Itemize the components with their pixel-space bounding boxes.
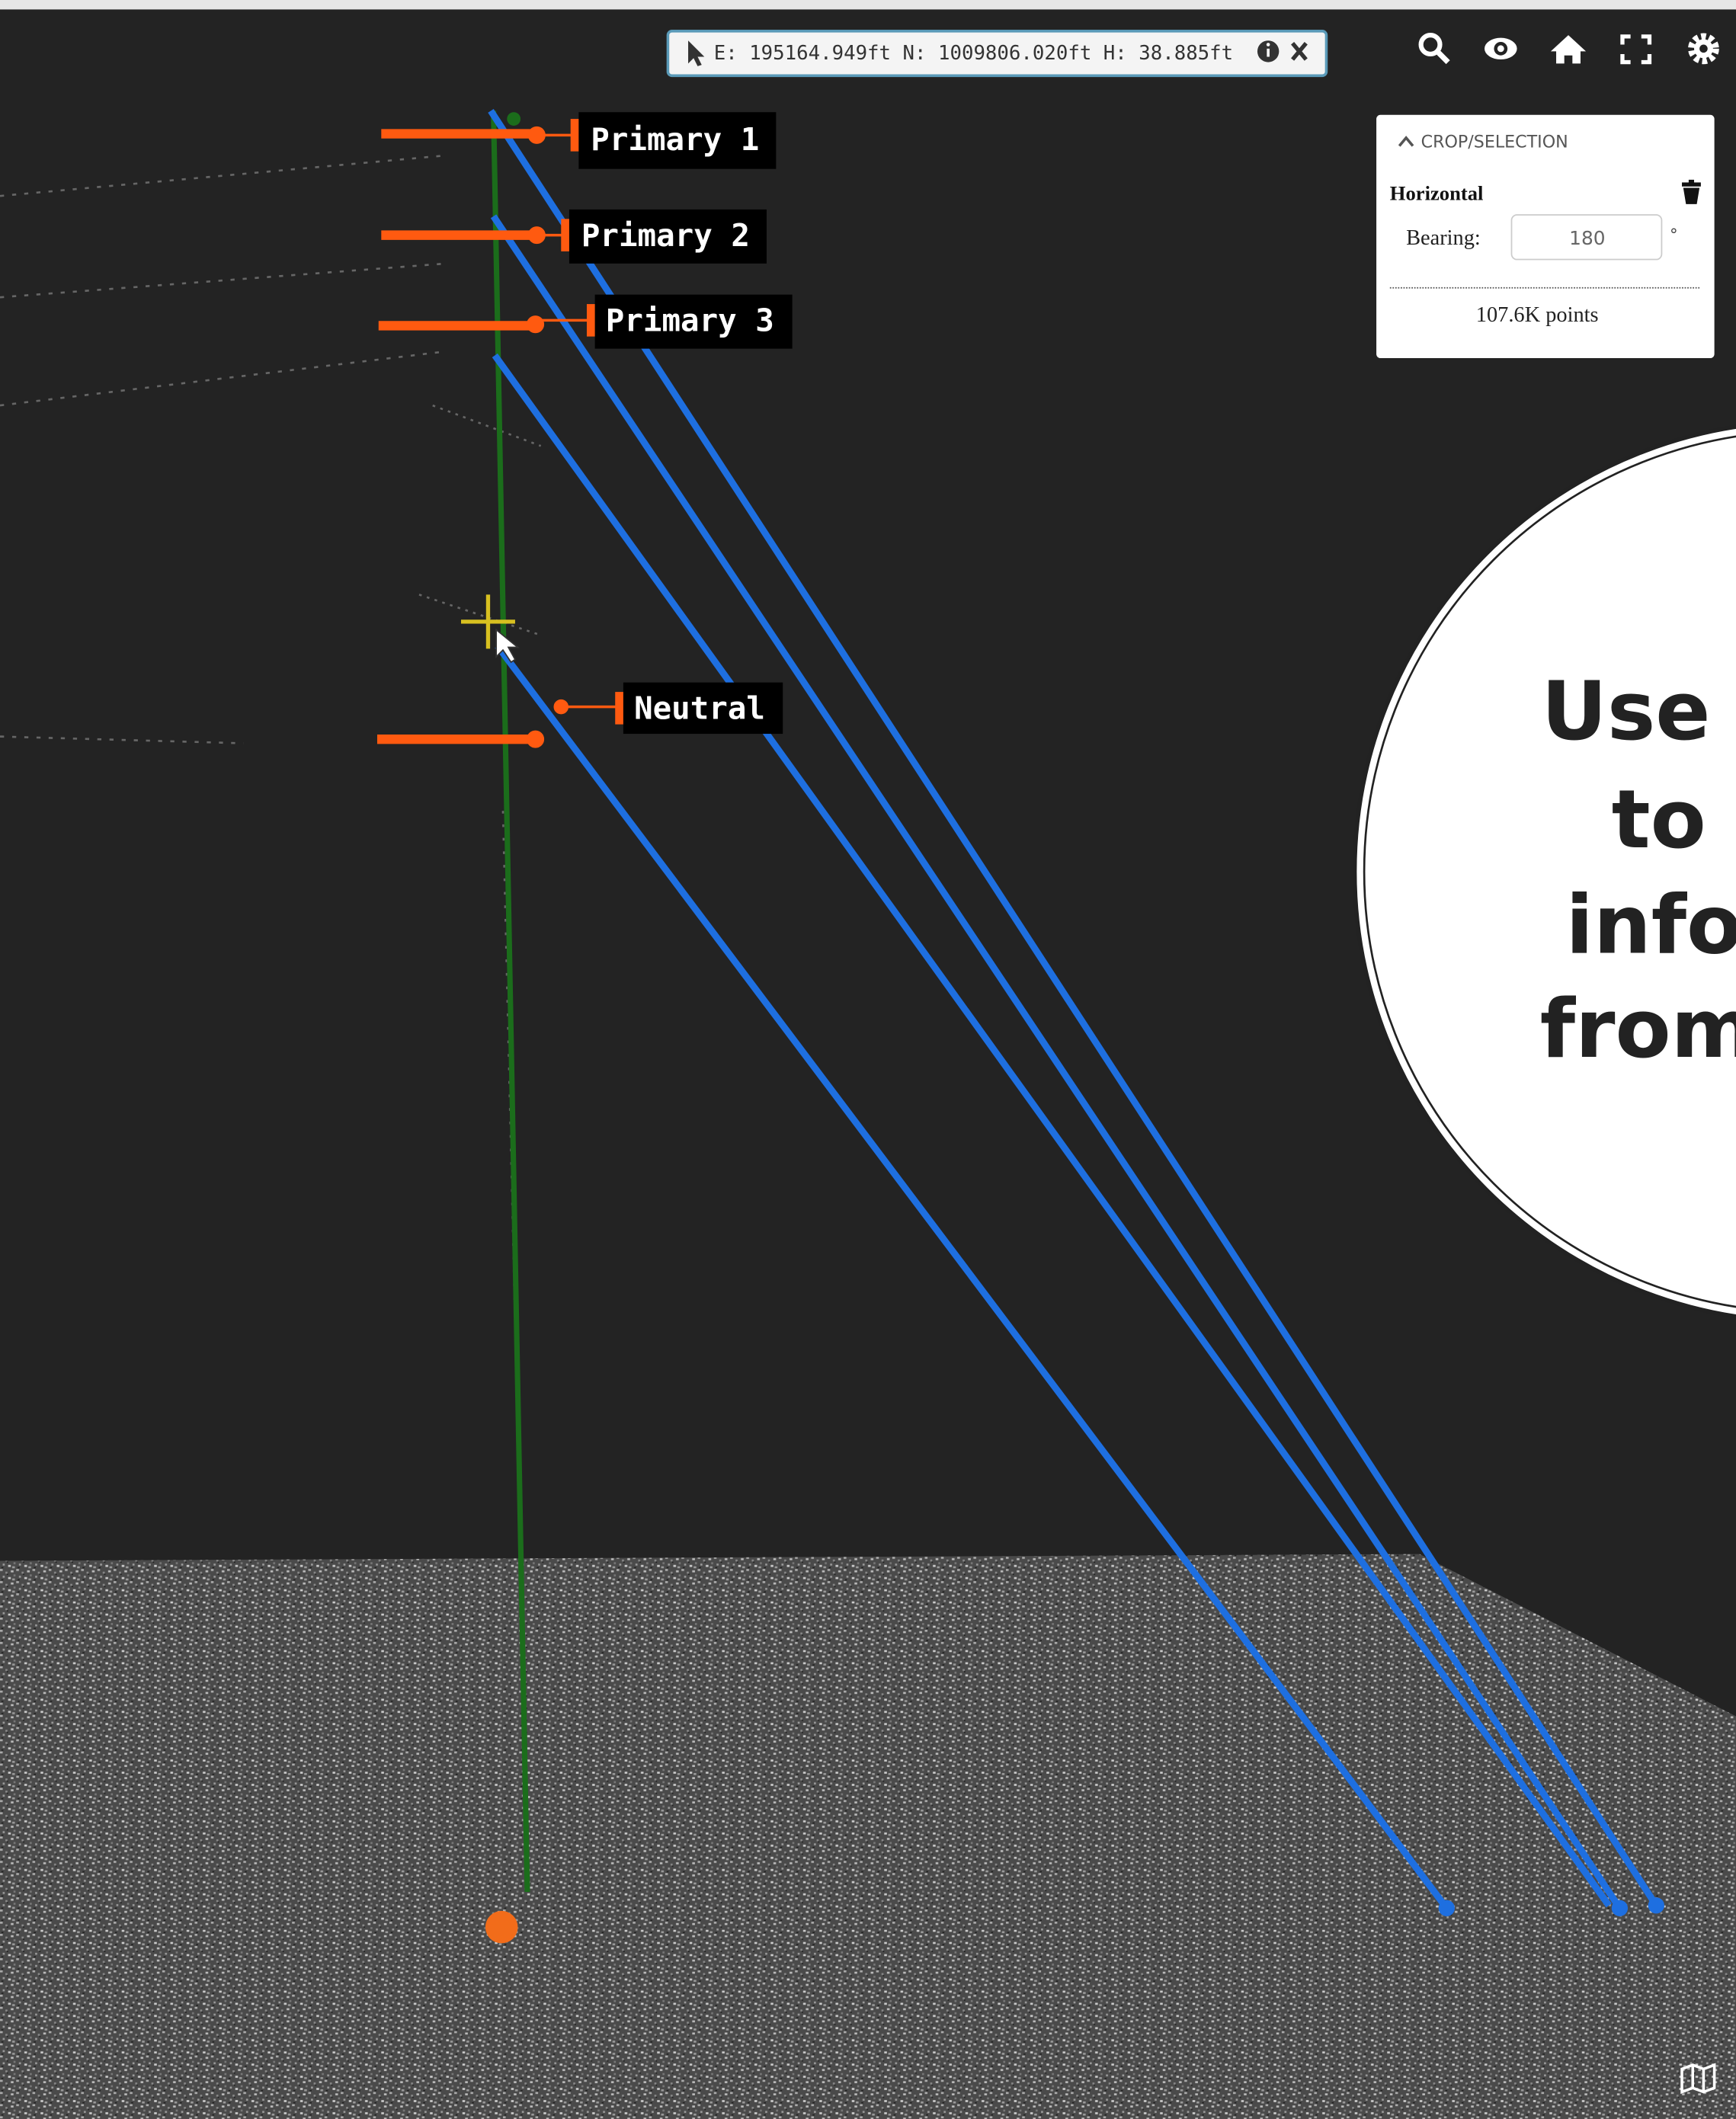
callout-line: from <box>1540 982 1736 1077</box>
mode: Horizontal <box>1390 181 1484 204</box>
panel-title: CROP/SELECTION <box>1421 132 1568 152</box>
bearing-value: 180 <box>1569 227 1605 249</box>
bearing-input[interactable] <box>1510 214 1663 261</box>
bearing-label: Bearing: <box>1406 226 1481 250</box>
pole-top <box>507 112 521 126</box>
faint-points <box>0 154 542 1554</box>
delete-button[interactable] <box>1682 179 1701 204</box>
coordinates: E: 195164.949ft N: 1009806.020ft H: 38.8… <box>714 42 1233 65</box>
top-edge <box>0 0 1736 10</box>
cursor <box>460 594 520 664</box>
wire-label: Primary 1 <box>591 121 759 158</box>
pole-base <box>485 1910 518 1944</box>
pole <box>491 110 530 1893</box>
visibility-button[interactable] <box>1485 37 1517 60</box>
callout: Use a to e infor from <box>1353 424 1736 1319</box>
callout-line: to e <box>1612 773 1736 867</box>
wire-label: Neutral <box>634 690 765 727</box>
point-count: 107.6K points <box>1476 303 1599 327</box>
collapse-toggle[interactable] <box>1398 136 1414 147</box>
search-button[interactable] <box>1418 33 1450 65</box>
callout-line: infor <box>1565 878 1736 972</box>
callout-line: Use a <box>1542 664 1736 759</box>
wire-labels: Primary 1 Primary 2 Primary 3 Neutral <box>569 112 793 735</box>
fullscreen-button[interactable] <box>1620 34 1652 65</box>
wires <box>488 109 1664 1916</box>
map-button[interactable] <box>1680 2063 1716 2095</box>
toolbar <box>1418 33 1719 65</box>
crop-panel: CROP/SELECTION Horizontal Bearing: 180 °… <box>1376 114 1715 359</box>
ground-point-cloud <box>0 1554 1736 2119</box>
coordinate-bar[interactable]: E: 195164.949ft N: 1009806.020ft H: 38.8… <box>666 30 1328 78</box>
home-button[interactable] <box>1550 35 1587 64</box>
bearing-unit: ° <box>1670 226 1678 245</box>
settings-button[interactable] <box>1688 33 1719 65</box>
wire-label: Primary 3 <box>606 302 774 339</box>
wire-label: Primary 2 <box>581 217 750 254</box>
